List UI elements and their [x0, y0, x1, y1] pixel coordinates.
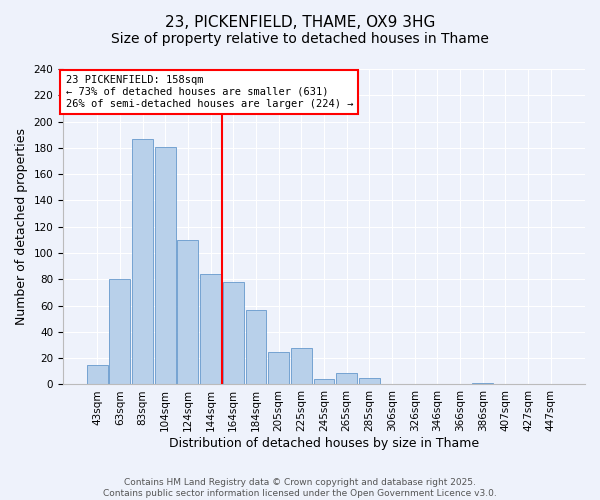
Y-axis label: Number of detached properties: Number of detached properties: [15, 128, 28, 325]
Text: Contains HM Land Registry data © Crown copyright and database right 2025.
Contai: Contains HM Land Registry data © Crown c…: [103, 478, 497, 498]
Bar: [472, 383, 493, 384]
Bar: [336, 372, 357, 384]
X-axis label: Distribution of detached houses by size in Thame: Distribution of detached houses by size …: [169, 437, 479, 450]
Bar: [200, 274, 221, 384]
Text: Size of property relative to detached houses in Thame: Size of property relative to detached ho…: [111, 32, 489, 46]
Text: 23 PICKENFIELD: 158sqm
← 73% of detached houses are smaller (631)
26% of semi-de: 23 PICKENFIELD: 158sqm ← 73% of detached…: [65, 76, 353, 108]
Bar: [87, 364, 107, 384]
Bar: [314, 379, 334, 384]
Bar: [245, 310, 266, 384]
Text: 23, PICKENFIELD, THAME, OX9 3HG: 23, PICKENFIELD, THAME, OX9 3HG: [165, 15, 435, 30]
Bar: [359, 378, 380, 384]
Bar: [268, 352, 289, 384]
Bar: [291, 348, 312, 385]
Bar: [109, 280, 130, 384]
Bar: [132, 138, 153, 384]
Bar: [178, 240, 199, 384]
Bar: [223, 282, 244, 384]
Bar: [155, 146, 176, 384]
